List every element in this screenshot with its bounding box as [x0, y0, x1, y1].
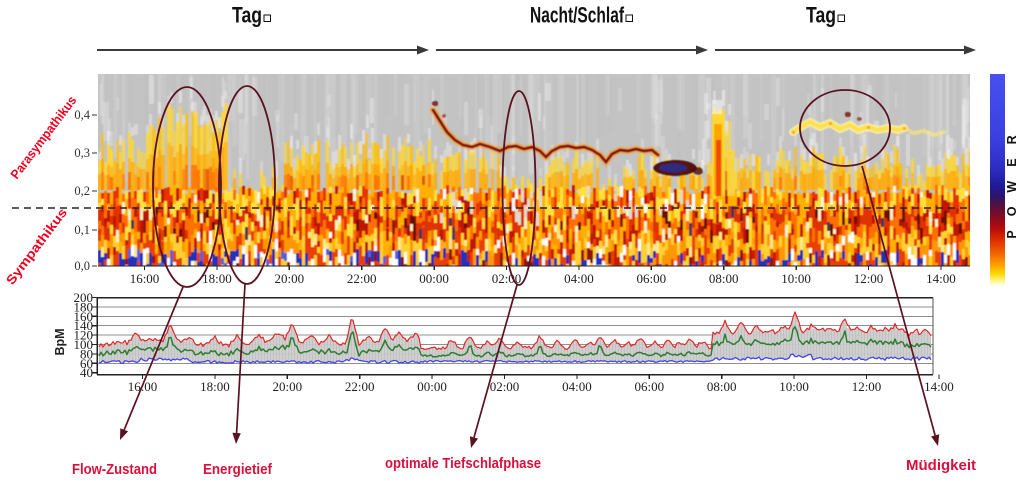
svg-text:0,0: 0,0 [74, 259, 90, 273]
svg-text:Parasympathikus: Parasympathikus [7, 93, 79, 182]
svg-text:04:00: 04:00 [564, 271, 594, 286]
svg-text:14:00: 14:00 [924, 379, 954, 394]
svg-text:10:00: 10:00 [781, 271, 811, 286]
svg-text:200: 200 [74, 290, 94, 305]
svg-text:180: 180 [74, 299, 94, 314]
svg-text:Flow-Zustand: Flow-Zustand [72, 461, 157, 478]
svg-text:Energietief: Energietief [203, 461, 273, 478]
svg-text:80: 80 [80, 346, 93, 361]
svg-text:140: 140 [74, 318, 94, 333]
svg-text:0,2: 0,2 [74, 184, 90, 198]
svg-text:08:00: 08:00 [707, 379, 737, 394]
svg-text:0,4: 0,4 [74, 108, 90, 122]
svg-text:optimale Tiefschlafphase: optimale Tiefschlafphase [385, 455, 541, 472]
svg-text:0,1: 0,1 [74, 223, 90, 237]
svg-text:18:00: 18:00 [202, 271, 232, 286]
svg-text:40: 40 [80, 365, 93, 380]
svg-text:12:00: 12:00 [852, 379, 882, 394]
svg-text:120: 120 [74, 328, 94, 343]
svg-text:16:00: 16:00 [130, 271, 160, 286]
svg-text:160: 160 [74, 309, 94, 324]
svg-text:00:00: 00:00 [417, 379, 447, 394]
svg-text:Sympathikus: Sympathikus [3, 205, 70, 288]
svg-text:100: 100 [74, 337, 94, 352]
svg-text:14:00: 14:00 [926, 271, 956, 286]
svg-text:04:00: 04:00 [562, 379, 592, 394]
svg-text:BpM: BpM [53, 328, 67, 355]
svg-text:20:00: 20:00 [272, 379, 302, 394]
svg-text:00:00: 00:00 [419, 271, 449, 286]
svg-text:60: 60 [80, 356, 93, 371]
svg-text:06:00: 06:00 [636, 271, 666, 286]
svg-text:08:00: 08:00 [709, 271, 739, 286]
svg-text:12:00: 12:00 [854, 271, 884, 286]
svg-text:22:00: 22:00 [347, 271, 377, 286]
svg-text:Müdigkeit: Müdigkeit [906, 457, 976, 474]
svg-text:20:00: 20:00 [274, 271, 304, 286]
svg-text:Nacht/Schlaf: Nacht/Schlaf [530, 3, 624, 28]
svg-text:18:00: 18:00 [200, 379, 230, 394]
svg-text:POWER: POWER [1005, 121, 1019, 238]
svg-text:02:00: 02:00 [492, 271, 522, 286]
svg-text:22:00: 22:00 [345, 379, 375, 394]
svg-text:02:00: 02:00 [490, 379, 520, 394]
svg-text:06:00: 06:00 [634, 379, 664, 394]
svg-text:Tag: Tag [806, 3, 836, 28]
svg-text:Tag: Tag [232, 3, 262, 28]
svg-text:0,3: 0,3 [74, 146, 90, 160]
svg-text:10:00: 10:00 [779, 379, 809, 394]
